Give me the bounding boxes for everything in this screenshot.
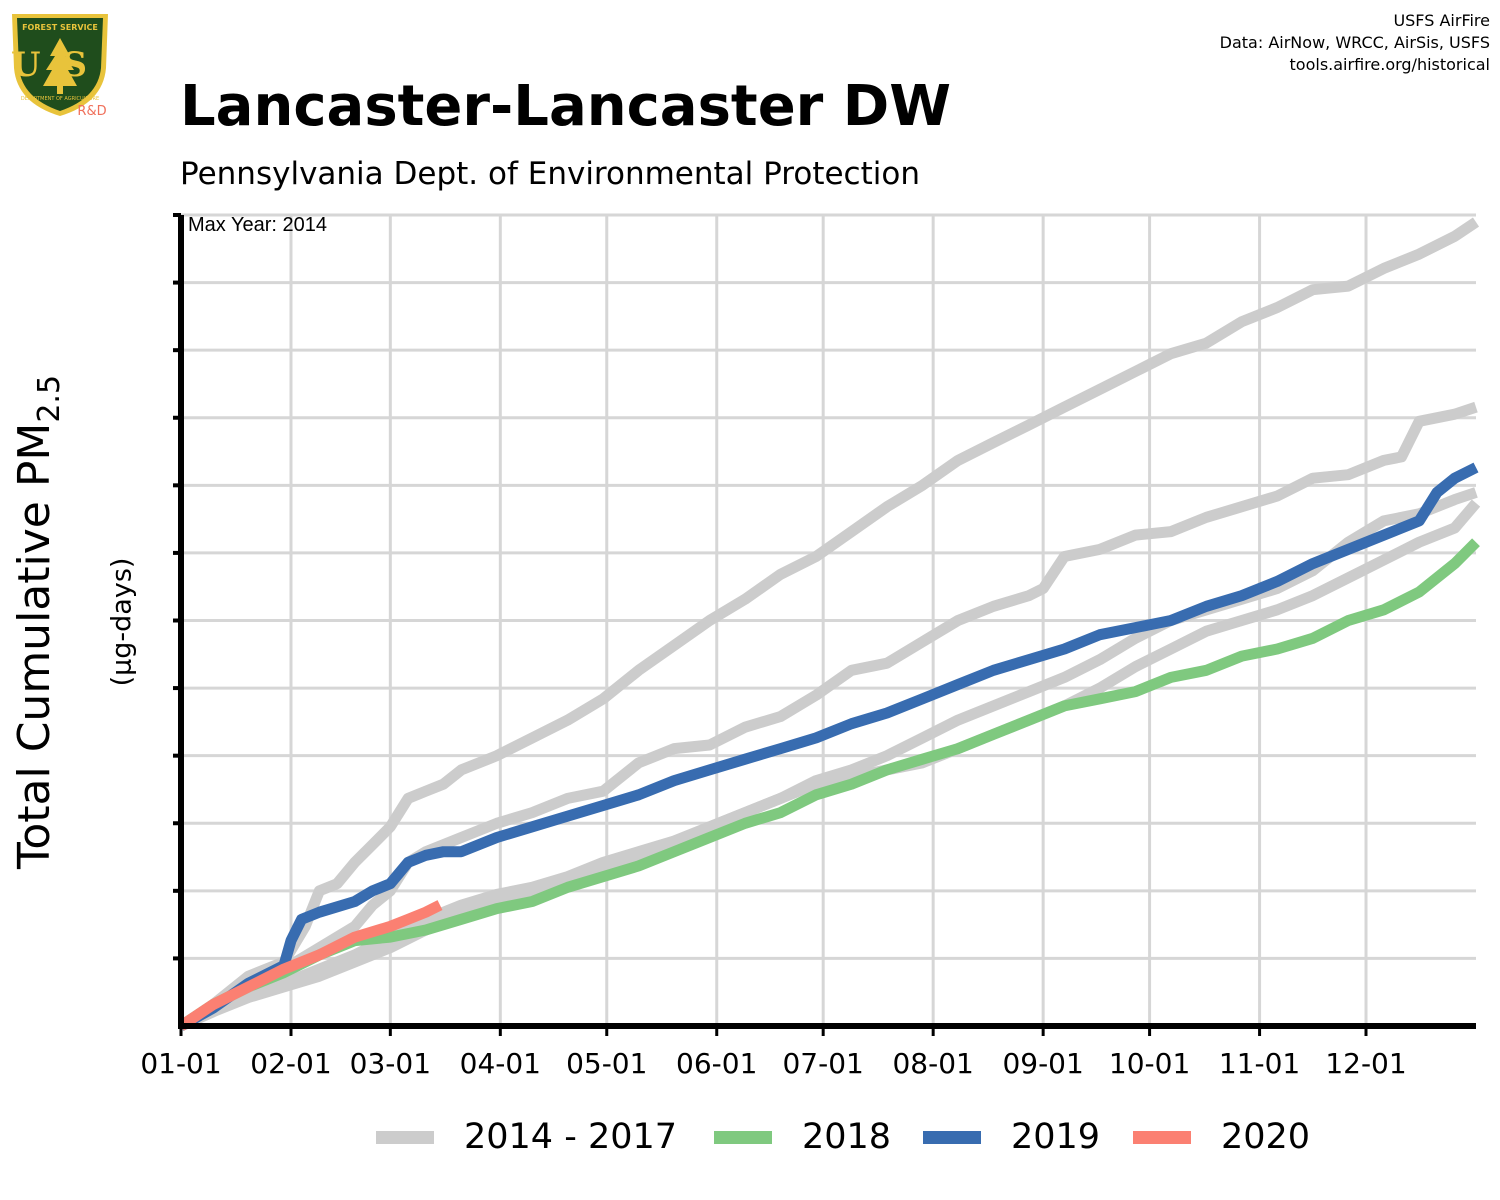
x-tick-label: 07-01 (782, 1047, 863, 1080)
x-tick-label: 10-01 (1109, 1047, 1190, 1080)
series-line-history (178, 401, 1478, 1031)
legend-item-history: 2014 - 2017 (376, 1112, 677, 1162)
x-tick-label: 09-01 (1002, 1047, 1083, 1080)
credit-line: USFS AirFire (1393, 11, 1490, 30)
series-line-history (178, 487, 1478, 1032)
series-line-y2019 (178, 462, 1479, 1031)
legend: 2014 - 2017 2018 2019 2020 (0, 1112, 1500, 1162)
x-tick-label: 02-01 (250, 1047, 331, 1080)
tree-trunk-icon (57, 86, 63, 94)
credits: USFS AirFire Data: AirNow, WRCC, AirSis,… (1220, 10, 1490, 76)
usfs-logo: FOREST SERVICE US DEPARTMENT OF AGRICULT… (11, 14, 108, 119)
x-tick-label: 05-01 (566, 1047, 647, 1080)
legend-label: 2018 (802, 1117, 892, 1157)
legend-swatch (714, 1130, 772, 1144)
series-line-y2018 (177, 538, 1480, 1031)
max-year-annotation: Max Year: 2014 (188, 214, 327, 236)
legend-swatch (1133, 1130, 1191, 1144)
legend-swatch (376, 1130, 434, 1144)
x-tick-label: 06-01 (676, 1047, 757, 1080)
legend-label: 2014 - 2017 (464, 1117, 678, 1157)
x-tick-label: 12-01 (1325, 1047, 1406, 1080)
x-tick-label: 04-01 (460, 1047, 541, 1080)
legend-swatch (923, 1130, 981, 1144)
logo-bottom-text: DEPARTMENT OF AGRICULTURE (21, 96, 99, 102)
credit-line: tools.airfire.org/historical (1289, 55, 1490, 74)
tree-icon (43, 38, 77, 86)
logo-tag: R&D (77, 104, 106, 119)
x-tick-label: 01-01 (140, 1047, 221, 1080)
logo-top-text: FOREST SERVICE (22, 23, 98, 32)
x-tick-label: 11-01 (1219, 1047, 1300, 1080)
legend-item-2020: 2020 (1133, 1112, 1310, 1162)
chart-subtitle: Pennsylvania Dept. of Environmental Prot… (180, 156, 920, 192)
x-tick-label: 08-01 (892, 1047, 973, 1080)
axes: 01-01 02-01 03-01 04-01 05-01 06-01 07-01 08-01… (140, 213, 1476, 1080)
series-line-y2020 (177, 900, 443, 1031)
legend-label: 2020 (1221, 1117, 1311, 1157)
series-layer (177, 217, 1481, 1032)
legend-item-2019: 2019 (923, 1112, 1100, 1162)
x-tick-label: 03-01 (350, 1047, 431, 1080)
legend-label: 2019 (1011, 1117, 1101, 1157)
series-line-history (177, 217, 1480, 1031)
legend-item-2018: 2018 (714, 1112, 891, 1162)
chart-title: Lancaster-Lancaster DW (180, 74, 952, 139)
grid (181, 213, 1476, 1026)
credit-line: Data: AirNow, WRCC, AirSis, USFS (1219, 33, 1490, 52)
